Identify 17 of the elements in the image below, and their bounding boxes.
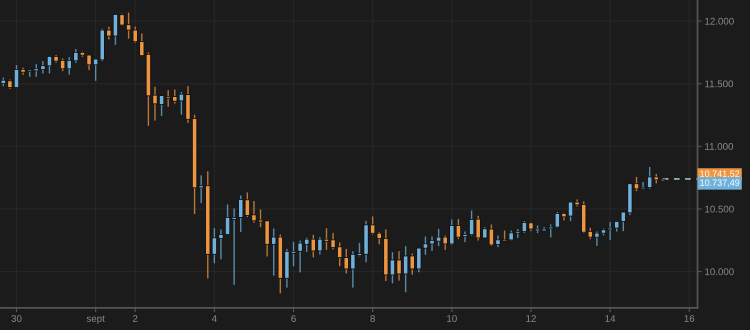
- x-tick-label: 30: [11, 315, 22, 322]
- y-tick-label: 10.000: [705, 268, 734, 276]
- y-tick-label: 12.000: [705, 18, 734, 25]
- x-tick-label: 4: [212, 315, 217, 322]
- y-tick-label: 10.500: [705, 206, 734, 213]
- x-tick-label: 12: [526, 315, 536, 322]
- x-tick-label: 2: [133, 315, 138, 322]
- x-tick-label: sept: [86, 316, 105, 324]
- y-tick-label: 11.500: [705, 80, 734, 88]
- x-tick-label: 8: [370, 315, 375, 322]
- x-tick-label: 14: [605, 315, 616, 322]
- x-tick-label: 6: [291, 315, 296, 322]
- ref-line-label: 10.737,49: [700, 179, 740, 187]
- y-tick-label: 11.000: [705, 143, 734, 150]
- x-tick-label: 16: [684, 315, 694, 322]
- ref-line-label: 10.741,52: [700, 170, 740, 178]
- x-tick-label: 10: [447, 315, 457, 322]
